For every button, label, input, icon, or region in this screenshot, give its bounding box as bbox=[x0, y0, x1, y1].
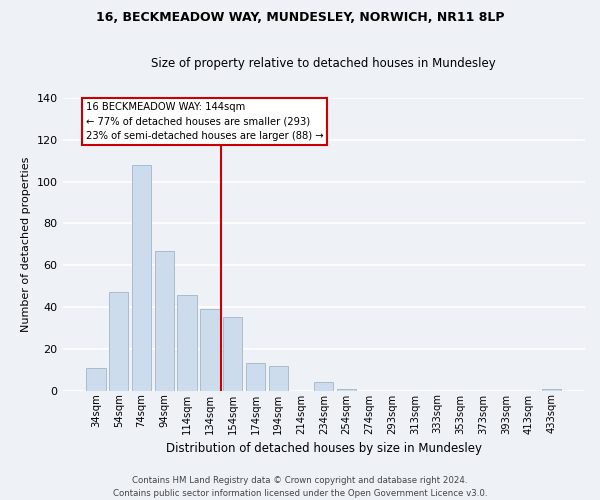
Bar bbox=[200, 309, 220, 390]
Bar bbox=[246, 364, 265, 390]
Title: Size of property relative to detached houses in Mundesley: Size of property relative to detached ho… bbox=[151, 58, 496, 70]
Bar bbox=[223, 318, 242, 390]
Bar bbox=[155, 250, 174, 390]
Bar bbox=[132, 165, 151, 390]
Bar bbox=[86, 368, 106, 390]
Bar bbox=[542, 388, 561, 390]
Y-axis label: Number of detached properties: Number of detached properties bbox=[21, 156, 31, 332]
Bar bbox=[269, 366, 288, 390]
X-axis label: Distribution of detached houses by size in Mundesley: Distribution of detached houses by size … bbox=[166, 442, 482, 455]
Text: 16 BECKMEADOW WAY: 144sqm
← 77% of detached houses are smaller (293)
23% of semi: 16 BECKMEADOW WAY: 144sqm ← 77% of detac… bbox=[86, 102, 323, 141]
Bar bbox=[337, 388, 356, 390]
Text: Contains HM Land Registry data © Crown copyright and database right 2024.
Contai: Contains HM Land Registry data © Crown c… bbox=[113, 476, 487, 498]
Bar bbox=[314, 382, 334, 390]
Bar bbox=[109, 292, 128, 390]
Bar bbox=[178, 294, 197, 390]
Text: 16, BECKMEADOW WAY, MUNDESLEY, NORWICH, NR11 8LP: 16, BECKMEADOW WAY, MUNDESLEY, NORWICH, … bbox=[96, 11, 504, 24]
